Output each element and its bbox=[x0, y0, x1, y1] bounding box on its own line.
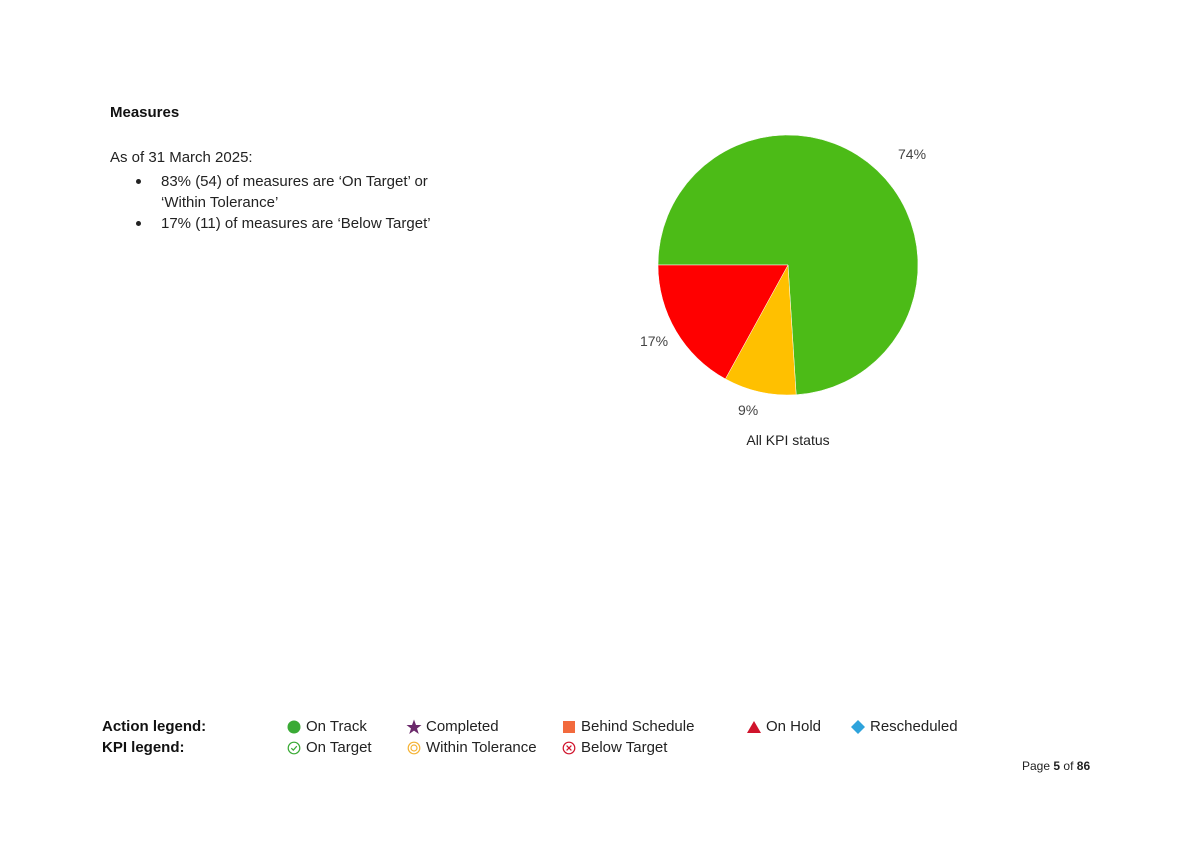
page-current: 5 bbox=[1053, 759, 1061, 773]
blue-diamond-icon bbox=[850, 719, 866, 735]
legend-on-hold-label: On Hold bbox=[766, 718, 822, 735]
legend-below-target: Below Target bbox=[561, 739, 667, 756]
legend-rescheduled: Rescheduled bbox=[850, 718, 958, 735]
kpi-legend-label: KPI legend: bbox=[102, 739, 185, 756]
legend-on-track-label: On Track bbox=[306, 718, 367, 735]
concentric-circle-icon bbox=[406, 740, 422, 756]
page-prefix: Page bbox=[1022, 759, 1051, 773]
legend-within-tolerance: Within Tolerance bbox=[406, 739, 537, 756]
as-of-text: As of 31 March 2025: bbox=[110, 149, 253, 166]
legend-on-target: On Target bbox=[286, 739, 372, 756]
purple-star-icon bbox=[406, 719, 422, 735]
action-legend-label: Action legend: bbox=[102, 718, 207, 735]
legend-behind-schedule: Behind Schedule bbox=[561, 718, 694, 735]
pie-slice-17 bbox=[657, 264, 789, 380]
chart-title: All KPI status bbox=[746, 432, 829, 448]
bullet-item: 83% (54) of measures are ‘On Target’ or … bbox=[110, 171, 470, 213]
legend-completed: Completed bbox=[406, 718, 499, 735]
pie-label-74: 74% bbox=[898, 146, 926, 162]
kpi-status-pie-chart: 74% 9% 17% All KPI status bbox=[640, 134, 926, 448]
green-circle-icon bbox=[286, 719, 302, 735]
section-heading: Measures bbox=[110, 104, 180, 121]
pie-label-9: 9% bbox=[738, 402, 758, 418]
page-total: 86 bbox=[1076, 759, 1091, 773]
page-number: Page 5 of 86 bbox=[1022, 759, 1090, 773]
page-of: of bbox=[1063, 759, 1074, 773]
bullet-item: 17% (11) of measures are ‘Below Target’ bbox=[110, 213, 470, 234]
legend-below-target-label: Below Target bbox=[581, 739, 668, 756]
legend-on-hold: On Hold bbox=[746, 718, 821, 735]
legend-rescheduled-label: Rescheduled bbox=[870, 718, 958, 735]
check-circle-icon bbox=[286, 740, 302, 756]
red-triangle-icon bbox=[746, 719, 762, 735]
pie-label-17: 17% bbox=[640, 333, 668, 349]
legend-behind-schedule-label: Behind Schedule bbox=[581, 718, 695, 735]
measures-bullet-list: 83% (54) of measures are ‘On Target’ or … bbox=[110, 171, 470, 234]
legend-on-target-label: On Target bbox=[306, 739, 372, 756]
legend-completed-label: Completed bbox=[426, 718, 499, 735]
legend-on-track: On Track bbox=[286, 718, 367, 735]
x-circle-icon bbox=[561, 740, 577, 756]
orange-square-icon bbox=[561, 719, 577, 735]
legend-within-tolerance-label: Within Tolerance bbox=[426, 739, 537, 756]
